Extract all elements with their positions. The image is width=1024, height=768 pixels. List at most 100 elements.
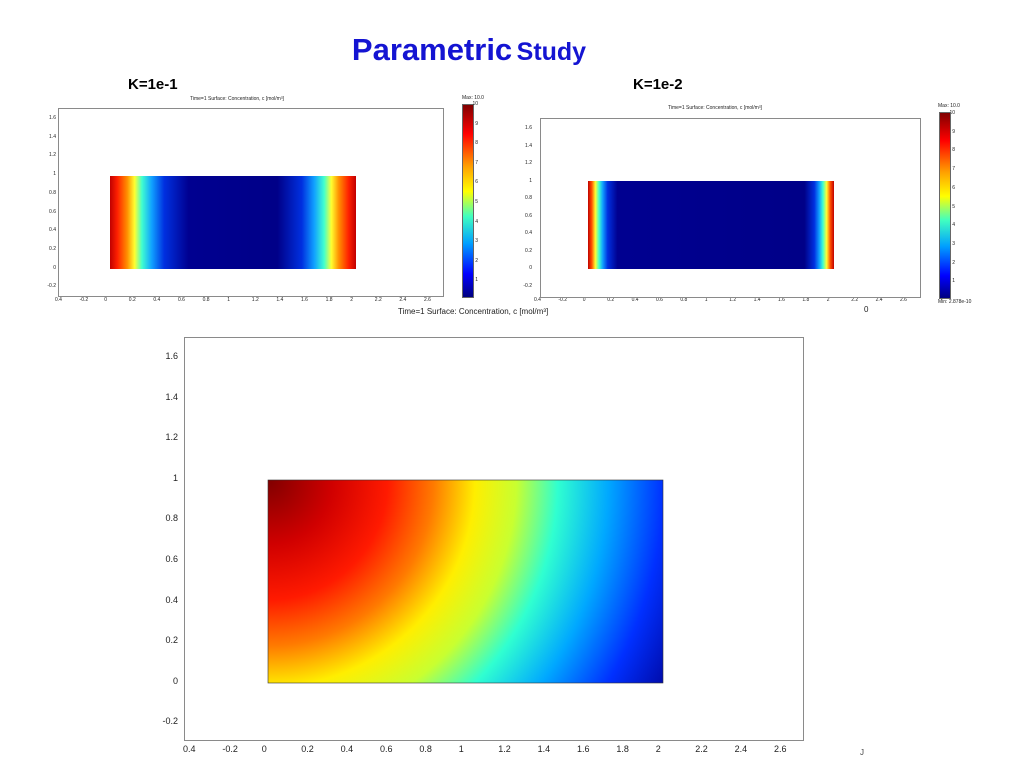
p1-y-tick: 1.6 bbox=[49, 115, 56, 121]
main-x-tick: 1.2 bbox=[498, 744, 511, 754]
p2-cb-tick: 10 bbox=[949, 110, 955, 116]
main-x-tick: 2.4 bbox=[734, 744, 748, 754]
p2-y-tick: 1.2 bbox=[525, 160, 532, 166]
p1-x-tick: 0.4 bbox=[55, 297, 62, 303]
p2-x-tick: 1.2 bbox=[729, 297, 737, 303]
main-x-tick: 2 bbox=[655, 744, 661, 754]
main-x-tick: 1.4 bbox=[537, 744, 551, 754]
plot-main bbox=[184, 337, 804, 741]
main-x-tick: 1.8 bbox=[616, 744, 629, 754]
caption-right: 0 bbox=[864, 305, 869, 314]
slide-title: Parametric Study bbox=[0, 32, 938, 68]
main-x-tick: 2.2 bbox=[695, 744, 708, 754]
p1-cb-tick: 10 bbox=[472, 101, 478, 107]
p2-x-tick: 1 bbox=[704, 297, 708, 303]
p1-y-tick: 1 bbox=[53, 171, 56, 178]
plot-k1e-2-header: Time=1 Surface: Concentration, c [mol/m³… bbox=[668, 105, 762, 111]
p2-cb-tick: 1 bbox=[952, 278, 955, 285]
p2-x-tick: 0.4 bbox=[631, 297, 639, 303]
p1-x-tick: 1.2 bbox=[251, 297, 259, 303]
p1-cb-tick: 2 bbox=[475, 257, 478, 264]
p1-x-tick: 0.6 bbox=[178, 297, 185, 303]
p2-x-tick: 1.6 bbox=[778, 297, 785, 303]
main-y-tick: 0.4 bbox=[165, 594, 178, 605]
panel-label-k1e-2: K=1e-2 bbox=[633, 76, 683, 93]
p2-cb-tick: 8 bbox=[952, 147, 955, 154]
p1-cb-tick: 1 bbox=[475, 277, 478, 284]
field-k1e-1 bbox=[110, 176, 356, 269]
p2-y-tick: 1.6 bbox=[525, 125, 532, 131]
p2-cb-tick: 4 bbox=[952, 222, 955, 229]
p1-cb-tick: 7 bbox=[475, 159, 478, 166]
p2-y-tick: 0.8 bbox=[525, 195, 532, 201]
main-x-tick: 0.4 bbox=[183, 744, 196, 754]
p2-cb-tick: 6 bbox=[952, 184, 955, 191]
p2-cb-tick: 9 bbox=[952, 128, 955, 135]
p2-x-tick: 0.8 bbox=[680, 297, 688, 303]
p2-y-tick: 0.6 bbox=[525, 212, 532, 219]
colorbar-k1e-1-max: Max: 10.0 bbox=[462, 95, 484, 101]
p1-x-tick: 0.2 bbox=[128, 297, 136, 303]
p2-x-tick: 1.4 bbox=[753, 297, 761, 303]
panel-label-k1e-1: K=1e-1 bbox=[128, 76, 178, 93]
corner-mark: J bbox=[860, 748, 864, 757]
main-y-tick: 0 bbox=[172, 675, 178, 686]
p2-y-tick: 0 bbox=[529, 265, 532, 271]
p2-y-tick: -0.2 bbox=[523, 282, 532, 289]
p1-y-tick: 1.4 bbox=[49, 133, 56, 140]
p1-x-tick: 2 bbox=[350, 297, 353, 303]
colorbar-k1e-2-max: Max: 10.0 bbox=[938, 103, 960, 109]
main-x-tick: 1 bbox=[458, 744, 464, 754]
p2-x-tick: -0.2 bbox=[558, 297, 568, 303]
colorbar-k1e-1 bbox=[462, 104, 474, 298]
p2-y-tick: 1 bbox=[529, 177, 532, 184]
p2-x-tick: 2.2 bbox=[851, 297, 859, 303]
p1-cb-tick: 8 bbox=[475, 140, 478, 147]
p2-y-tick: 0.2 bbox=[525, 247, 532, 254]
title-main: Parametric bbox=[351, 32, 513, 67]
p1-y-tick: 0.6 bbox=[49, 208, 56, 215]
main-x-tick: 0.2 bbox=[301, 744, 314, 754]
p1-x-tick: 1 bbox=[227, 297, 230, 303]
p2-x-tick: 0.6 bbox=[656, 297, 663, 303]
main-x-tick: -0.2 bbox=[222, 744, 238, 754]
colorbar-k1e-2 bbox=[939, 112, 951, 299]
p2-cb-tick: 7 bbox=[952, 166, 955, 173]
p2-y-tick: 0.4 bbox=[525, 230, 532, 236]
main-y-tick: 0.2 bbox=[165, 635, 178, 646]
p2-x-tick: 0.4 bbox=[534, 297, 541, 303]
p2-cb-tick: 2 bbox=[952, 259, 955, 266]
p1-x-tick: 2.4 bbox=[399, 297, 407, 303]
colorbar-k1e-2-min: Min: 2.878e-10 bbox=[938, 299, 972, 305]
p2-x-tick: 0.2 bbox=[607, 297, 615, 303]
main-x-tick: 0 bbox=[261, 744, 267, 754]
main-y-tick: 1.2 bbox=[165, 432, 178, 443]
main-x-tick: 0.6 bbox=[380, 744, 393, 754]
p1-x-tick: 0 bbox=[104, 297, 107, 303]
p1-y-tick: 0.4 bbox=[49, 227, 56, 234]
p2-x-tick: 2.6 bbox=[900, 297, 907, 303]
main-y-tick: 1 bbox=[172, 472, 178, 483]
p1-y-tick: 0.8 bbox=[49, 189, 56, 196]
main-y-tick: 0.8 bbox=[165, 513, 178, 524]
p1-cb-tick: 6 bbox=[475, 179, 478, 186]
main-y-tick: 0.6 bbox=[165, 554, 178, 564]
p2-y-tick: 1.4 bbox=[525, 142, 532, 149]
p1-cb-tick: 5 bbox=[475, 199, 478, 205]
p1-y-tick: -0.2 bbox=[47, 283, 56, 290]
field-k1e-2 bbox=[588, 181, 834, 269]
p1-x-tick: 2.2 bbox=[374, 297, 382, 303]
p1-y-tick: 0 bbox=[53, 264, 56, 271]
p2-x-tick: 0 bbox=[582, 297, 586, 303]
p1-x-tick: -0.2 bbox=[79, 297, 89, 303]
p1-x-tick: 1.8 bbox=[325, 297, 333, 303]
p1-cb-tick: 3 bbox=[475, 238, 478, 245]
p2-x-tick: 2.4 bbox=[875, 297, 883, 303]
p1-x-tick: 2.6 bbox=[424, 297, 431, 303]
title-second: Study bbox=[516, 38, 587, 66]
main-y-tick: -0.2 bbox=[162, 716, 178, 727]
p1-cb-tick: 4 bbox=[475, 218, 478, 225]
plot-k1e-1-header: Time=1 Surface: Concentration, c [mol/m³… bbox=[190, 96, 284, 102]
main-y-tick: 1.6 bbox=[165, 351, 178, 361]
main-x-tick: 1.6 bbox=[577, 744, 590, 754]
